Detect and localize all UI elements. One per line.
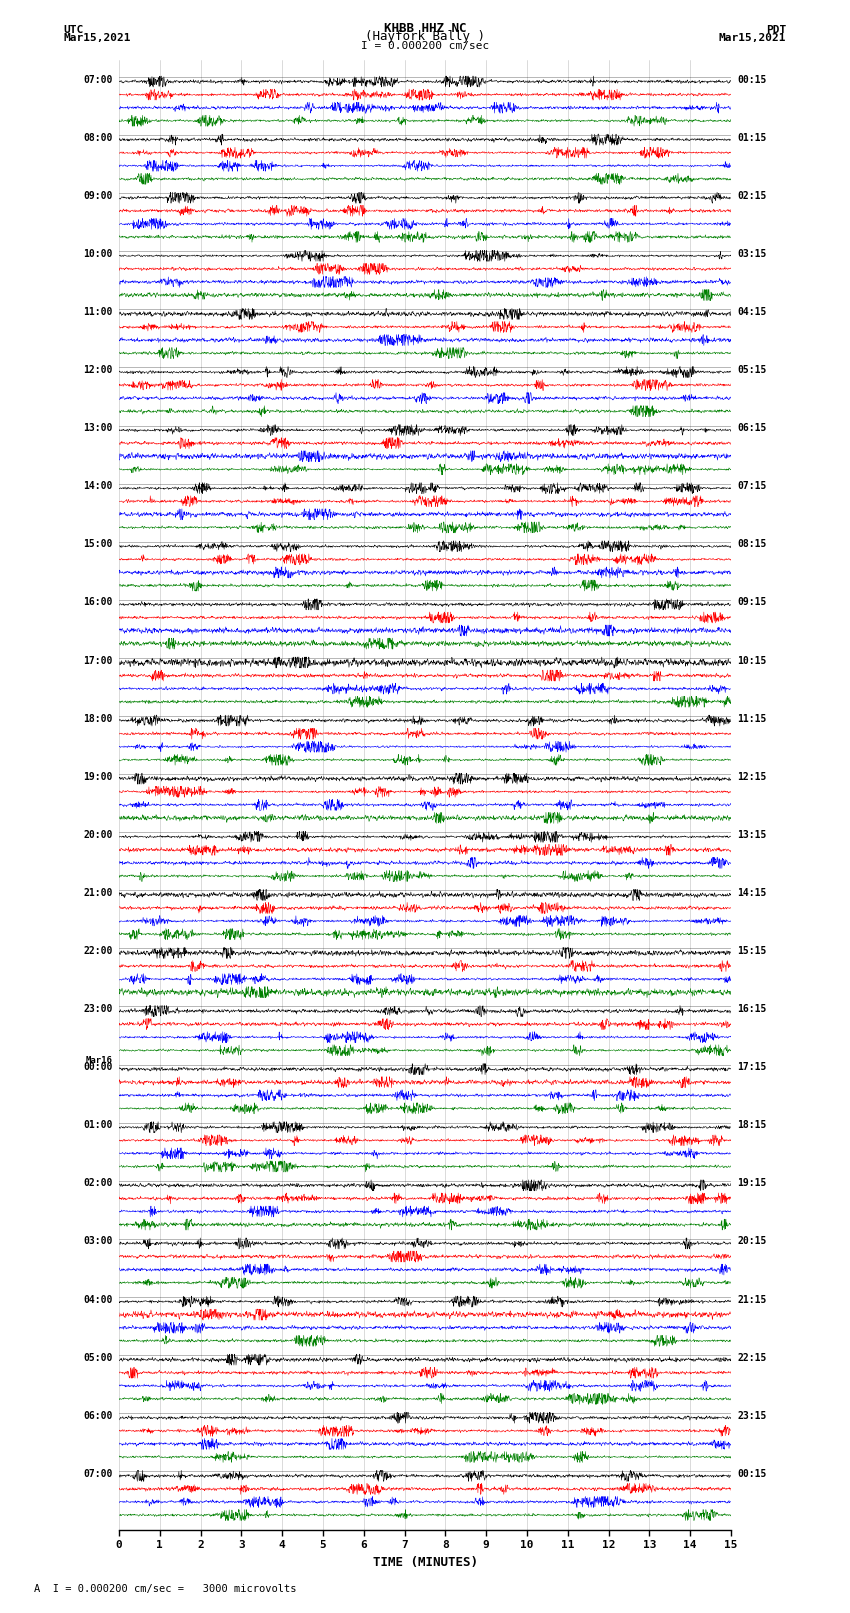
Text: 21:00: 21:00 (83, 887, 113, 898)
Text: 12:00: 12:00 (83, 365, 113, 376)
Text: 05:00: 05:00 (83, 1353, 113, 1363)
Text: 02:00: 02:00 (83, 1179, 113, 1189)
Text: 05:15: 05:15 (737, 365, 767, 376)
Text: 07:15: 07:15 (737, 481, 767, 492)
Text: 07:00: 07:00 (83, 74, 113, 84)
Text: 01:00: 01:00 (83, 1121, 113, 1131)
Text: 22:00: 22:00 (83, 945, 113, 957)
Text: UTC: UTC (64, 24, 84, 35)
Text: 10:15: 10:15 (737, 655, 767, 666)
Text: (Hayfork Bally ): (Hayfork Bally ) (365, 29, 485, 44)
Text: 22:15: 22:15 (737, 1353, 767, 1363)
Text: 21:15: 21:15 (737, 1295, 767, 1305)
Text: 07:00: 07:00 (83, 1469, 113, 1479)
Text: 16:00: 16:00 (83, 597, 113, 608)
Text: 13:15: 13:15 (737, 829, 767, 840)
Text: 18:00: 18:00 (83, 713, 113, 724)
Text: 03:15: 03:15 (737, 248, 767, 258)
Text: 19:00: 19:00 (83, 771, 113, 782)
Text: 11:15: 11:15 (737, 713, 767, 724)
Text: 10:00: 10:00 (83, 248, 113, 258)
Text: 08:15: 08:15 (737, 539, 767, 550)
Text: 12:15: 12:15 (737, 771, 767, 782)
Text: PDT: PDT (766, 24, 786, 35)
Text: 14:00: 14:00 (83, 481, 113, 492)
Text: 06:00: 06:00 (83, 1411, 113, 1421)
Text: 13:00: 13:00 (83, 423, 113, 434)
Text: 20:15: 20:15 (737, 1237, 767, 1247)
Text: 09:15: 09:15 (737, 597, 767, 608)
Text: A  I = 0.000200 cm/sec =   3000 microvolts: A I = 0.000200 cm/sec = 3000 microvolts (34, 1584, 297, 1594)
Text: 23:00: 23:00 (83, 1003, 113, 1015)
Text: 02:15: 02:15 (737, 190, 767, 200)
Text: 14:15: 14:15 (737, 887, 767, 898)
Text: 08:00: 08:00 (83, 132, 113, 142)
Text: KHBB HHZ NC: KHBB HHZ NC (383, 21, 467, 35)
Text: 19:15: 19:15 (737, 1179, 767, 1189)
Text: Mar16: Mar16 (86, 1057, 113, 1065)
Text: 17:00: 17:00 (83, 655, 113, 666)
Text: I = 0.000200 cm/sec: I = 0.000200 cm/sec (361, 40, 489, 50)
Text: 09:00: 09:00 (83, 190, 113, 200)
Text: 23:15: 23:15 (737, 1411, 767, 1421)
Text: 18:15: 18:15 (737, 1121, 767, 1131)
Text: 04:15: 04:15 (737, 306, 767, 316)
Text: 20:00: 20:00 (83, 829, 113, 840)
X-axis label: TIME (MINUTES): TIME (MINUTES) (372, 1557, 478, 1569)
Text: 06:15: 06:15 (737, 423, 767, 434)
Text: 16:15: 16:15 (737, 1003, 767, 1015)
Text: 00:15: 00:15 (737, 74, 767, 84)
Text: 00:15: 00:15 (737, 1469, 767, 1479)
Text: 15:15: 15:15 (737, 945, 767, 957)
Text: 01:15: 01:15 (737, 132, 767, 142)
Text: 00:00: 00:00 (83, 1063, 113, 1073)
Text: Mar15,2021: Mar15,2021 (64, 32, 131, 44)
Text: 17:15: 17:15 (737, 1063, 767, 1073)
Text: 03:00: 03:00 (83, 1237, 113, 1247)
Text: Mar15,2021: Mar15,2021 (719, 32, 786, 44)
Text: 11:00: 11:00 (83, 306, 113, 316)
Text: 04:00: 04:00 (83, 1295, 113, 1305)
Text: 15:00: 15:00 (83, 539, 113, 550)
